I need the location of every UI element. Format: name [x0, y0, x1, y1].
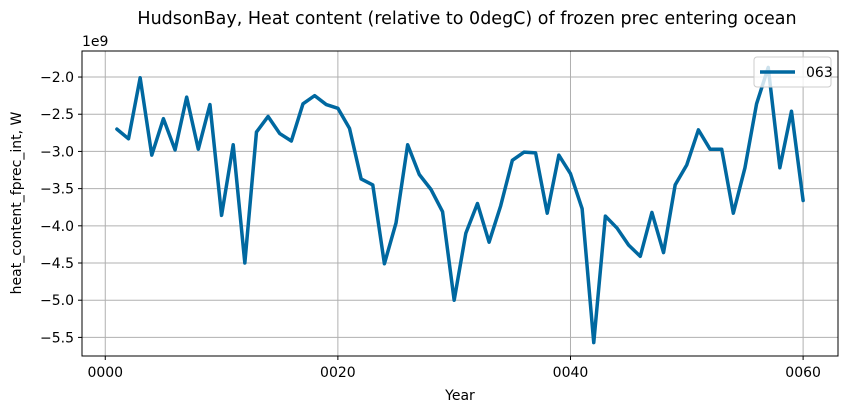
- x-axis-label: Year: [444, 388, 475, 404]
- y-offset-label: 1e9: [82, 34, 108, 50]
- y-tick-label: −4.5: [40, 256, 74, 272]
- y-tick-label: −3.0: [40, 144, 74, 160]
- plot-frame: [81, 50, 839, 357]
- series-line-063: [115, 65, 805, 345]
- y-tick-label: −4.0: [40, 219, 74, 235]
- x-tick-label: 0060: [785, 365, 821, 381]
- y-tick-label: −5.5: [40, 330, 74, 346]
- chart-title: HudsonBay, Heat content (relative to 0de…: [137, 9, 796, 29]
- y-tick-label: −3.5: [40, 182, 74, 198]
- series-layer: [115, 65, 805, 345]
- y-tick-label: −5.0: [40, 293, 74, 309]
- y-axis-label: heat_content_fprec_int, W: [9, 111, 25, 294]
- y-tick-label: −2.0: [40, 70, 74, 86]
- y-tick-label: −2.5: [40, 107, 74, 123]
- x-tick-label: 0020: [320, 365, 356, 381]
- grid: [82, 51, 838, 356]
- legend: 063: [753, 56, 833, 88]
- axes-ticks: 0000 0020 0040 0060 −5.5 −5.0 −4.5 −4.0 −3.5 −3.0…: [40, 70, 821, 381]
- x-tick-label: 0000: [87, 365, 123, 381]
- x-tick-label: 0040: [553, 365, 589, 381]
- legend-label-063: 063: [806, 65, 833, 81]
